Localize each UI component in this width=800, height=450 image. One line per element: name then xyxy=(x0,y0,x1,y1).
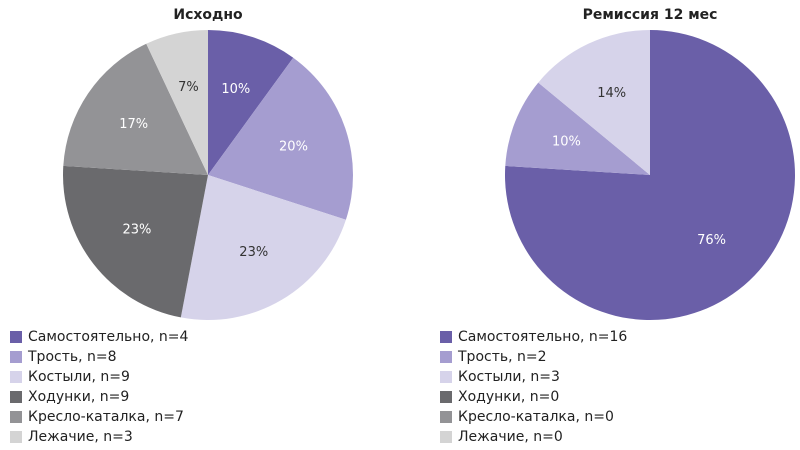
legend-swatch xyxy=(10,351,22,363)
legend-swatch xyxy=(440,351,452,363)
slice-label: 10% xyxy=(552,134,581,149)
legend-swatch xyxy=(440,331,452,343)
pie-slice xyxy=(505,82,650,175)
legend-swatch xyxy=(10,331,22,343)
chart-title: Ремиссия 12 мес xyxy=(583,7,718,23)
legend-swatch xyxy=(10,371,22,383)
slice-label: 17% xyxy=(119,117,148,132)
legend-label: Самостоятельно, n=4 xyxy=(28,329,189,345)
legend-label: Трость, n=8 xyxy=(27,349,117,365)
legend-label: Костыли, n=3 xyxy=(458,369,560,385)
legend-label: Костыли, n=9 xyxy=(28,369,130,385)
legend-swatch xyxy=(440,391,452,403)
pie-slice xyxy=(146,30,208,175)
legend-label: Ходунки, n=9 xyxy=(28,389,129,405)
slice-label: 10% xyxy=(221,82,250,97)
legend-label: Трость, n=2 xyxy=(457,349,547,365)
chart-title: Исходно xyxy=(173,7,243,23)
legend-swatch xyxy=(10,411,22,423)
pie-slice xyxy=(63,165,208,318)
slice-label: 7% xyxy=(178,80,199,95)
pie-slice xyxy=(208,57,354,220)
slice-label: 23% xyxy=(123,223,152,238)
pie-slice xyxy=(63,43,208,175)
pie-slice xyxy=(180,175,346,320)
pie-slice xyxy=(208,30,294,175)
slice-label: 14% xyxy=(597,86,626,101)
legend-swatch xyxy=(440,411,452,423)
slice-label: 20% xyxy=(279,140,308,155)
slice-label: 23% xyxy=(239,245,268,260)
legend-swatch xyxy=(440,431,452,443)
legend-label: Кресло-каталка, n=0 xyxy=(458,409,614,425)
legend-swatch xyxy=(10,431,22,443)
legend-label: Лежачие, n=0 xyxy=(458,429,563,445)
legend-swatch xyxy=(10,391,22,403)
slice-label: 76% xyxy=(697,233,726,248)
legend-label: Ходунки, n=0 xyxy=(458,389,559,405)
legend-swatch xyxy=(440,371,452,383)
legend-label: Самостоятельно, n=16 xyxy=(458,329,627,345)
legend-label: Лежачие, n=3 xyxy=(28,429,133,445)
pie-slice xyxy=(538,30,650,175)
legend-label: Кресло-каталка, n=7 xyxy=(28,409,184,425)
